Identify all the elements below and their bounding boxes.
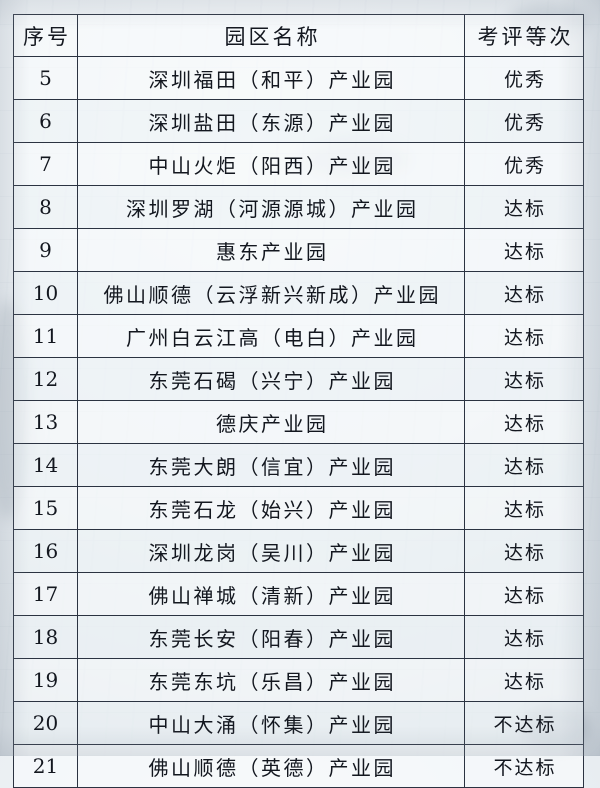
cell-serial-number: 6 bbox=[13, 99, 78, 143]
cell-park-name: 深圳盐田（东源）产业园 bbox=[77, 99, 465, 143]
cell-serial-number: 13 bbox=[13, 400, 78, 444]
table-row: 21 佛山顺德（英德）产业园 不达标 bbox=[13, 744, 584, 788]
cell-grade: 达标 bbox=[464, 357, 584, 401]
cell-serial-number: 19 bbox=[13, 658, 78, 702]
table-row: 12 东莞石碣（兴宁）产业园 达标 bbox=[13, 357, 584, 401]
table-row: 16 深圳龙岗（吴川）产业园 达标 bbox=[13, 529, 584, 573]
table-row: 13 德庆产业园 达标 bbox=[13, 400, 584, 444]
cell-grade: 不达标 bbox=[464, 744, 584, 788]
cell-park-name: 中山大涌（怀集）产业园 bbox=[77, 701, 465, 745]
cell-grade: 达标 bbox=[464, 185, 584, 229]
cell-park-name: 佛山顺德（英德）产业园 bbox=[77, 744, 465, 788]
cell-grade: 达标 bbox=[464, 529, 584, 573]
cell-serial-number: 7 bbox=[13, 142, 78, 186]
cell-park-name: 东莞石碣（兴宁）产业园 bbox=[77, 357, 465, 401]
cell-serial-number: 9 bbox=[13, 228, 78, 272]
column-header-no: 序号 bbox=[13, 14, 78, 57]
table-row: 18 东莞长安（阳春）产业园 达标 bbox=[13, 615, 584, 659]
table-container: 序号 园区名称 考评等次 5 深圳福田（和平）产业园 优秀 6 深圳盐田（东源）产业园优… bbox=[13, 14, 584, 788]
cell-park-name: 东莞大朗（信宜）产业园 bbox=[77, 443, 465, 487]
table-row: 19 东莞东坑（乐昌）产业园 达标 bbox=[13, 658, 584, 702]
cell-park-name: 佛山顺德（云浮新兴新成）产业园 bbox=[77, 271, 465, 315]
cell-grade: 达标 bbox=[464, 572, 584, 616]
table-header-row: 序号 园区名称 考评等次 bbox=[13, 14, 584, 57]
cell-serial-number: 17 bbox=[13, 572, 78, 616]
cell-grade: 达标 bbox=[464, 443, 584, 487]
cell-park-name: 中山火炬（阳西）产业园 bbox=[77, 142, 465, 186]
cell-serial-number: 21 bbox=[13, 744, 78, 788]
cell-grade: 优秀 bbox=[464, 99, 584, 143]
cell-grade: 达标 bbox=[464, 486, 584, 530]
cell-serial-number: 11 bbox=[13, 314, 78, 358]
cell-grade: 达标 bbox=[464, 615, 584, 659]
cell-grade: 达标 bbox=[464, 314, 584, 358]
industrial-park-grade-table: 序号 园区名称 考评等次 5 深圳福田（和平）产业园 优秀 6 深圳盐田（东源）产业园优… bbox=[13, 14, 584, 788]
cell-park-name: 德庆产业园 bbox=[77, 400, 465, 444]
cell-park-name: 广州白云江高（电白）产业园 bbox=[77, 314, 465, 358]
cell-grade: 优秀 bbox=[464, 142, 584, 186]
cell-serial-number: 8 bbox=[13, 185, 78, 229]
cell-park-name: 佛山禅城（清新）产业园 bbox=[77, 572, 465, 616]
cell-park-name: 深圳福田（和平）产业园 bbox=[77, 56, 465, 100]
cell-park-name: 东莞石龙（始兴）产业园 bbox=[77, 486, 465, 530]
table-row: 15 东莞石龙（始兴）产业园 达标 bbox=[13, 486, 584, 530]
cell-park-name: 深圳龙岗（吴川）产业园 bbox=[77, 529, 465, 573]
cell-serial-number: 12 bbox=[13, 357, 78, 401]
table-row: 9 惠东产业园 达标 bbox=[13, 228, 584, 272]
cell-park-name: 东莞东坑（乐昌）产业园 bbox=[77, 658, 465, 702]
cell-serial-number: 10 bbox=[13, 271, 78, 315]
cell-park-name: 深圳罗湖（河源源城）产业园 bbox=[77, 185, 465, 229]
cell-park-name: 东莞长安（阳春）产业园 bbox=[77, 615, 465, 659]
table-row: 8 深圳罗湖（河源源城）产业园 达标 bbox=[13, 185, 584, 229]
column-header-grade: 考评等次 bbox=[464, 14, 584, 57]
table-row: 11 广州白云江高（电白）产业园 达标 bbox=[13, 314, 584, 358]
cell-grade: 达标 bbox=[464, 658, 584, 702]
cell-park-name: 惠东产业园 bbox=[77, 228, 465, 272]
cell-serial-number: 20 bbox=[13, 701, 78, 745]
table-row: 17 佛山禅城（清新）产业园 达标 bbox=[13, 572, 584, 616]
cell-serial-number: 16 bbox=[13, 529, 78, 573]
cell-grade: 达标 bbox=[464, 271, 584, 315]
cell-serial-number: 14 bbox=[13, 443, 78, 487]
cell-grade: 达标 bbox=[464, 228, 584, 272]
cell-grade: 优秀 bbox=[464, 56, 584, 100]
cell-serial-number: 15 bbox=[13, 486, 78, 530]
cell-grade: 不达标 bbox=[464, 701, 584, 745]
table-row: 10 佛山顺德（云浮新兴新成）产业园 达标 bbox=[13, 271, 584, 315]
table-header: 序号 园区名称 考评等次 bbox=[13, 14, 584, 57]
column-header-name: 园区名称 bbox=[77, 14, 465, 57]
table-row: 14 东莞大朗（信宜）产业园 达标 bbox=[13, 443, 584, 487]
cell-serial-number: 18 bbox=[13, 615, 78, 659]
table-row: 7 中山火炬（阳西）产业园 优秀 bbox=[13, 142, 584, 186]
cell-serial-number: 5 bbox=[13, 56, 78, 100]
table-body: 5 深圳福田（和平）产业园 优秀 6 深圳盐田（东源）产业园 优秀 7 中山火炬（阳西）产业园… bbox=[13, 56, 584, 788]
cell-grade: 达标 bbox=[464, 400, 584, 444]
table-row: 20 中山大涌（怀集）产业园 不达标 bbox=[13, 701, 584, 745]
table-row: 6 深圳盐田（东源）产业园 优秀 bbox=[13, 99, 584, 143]
table-row: 5 深圳福田（和平）产业园 优秀 bbox=[13, 56, 584, 100]
